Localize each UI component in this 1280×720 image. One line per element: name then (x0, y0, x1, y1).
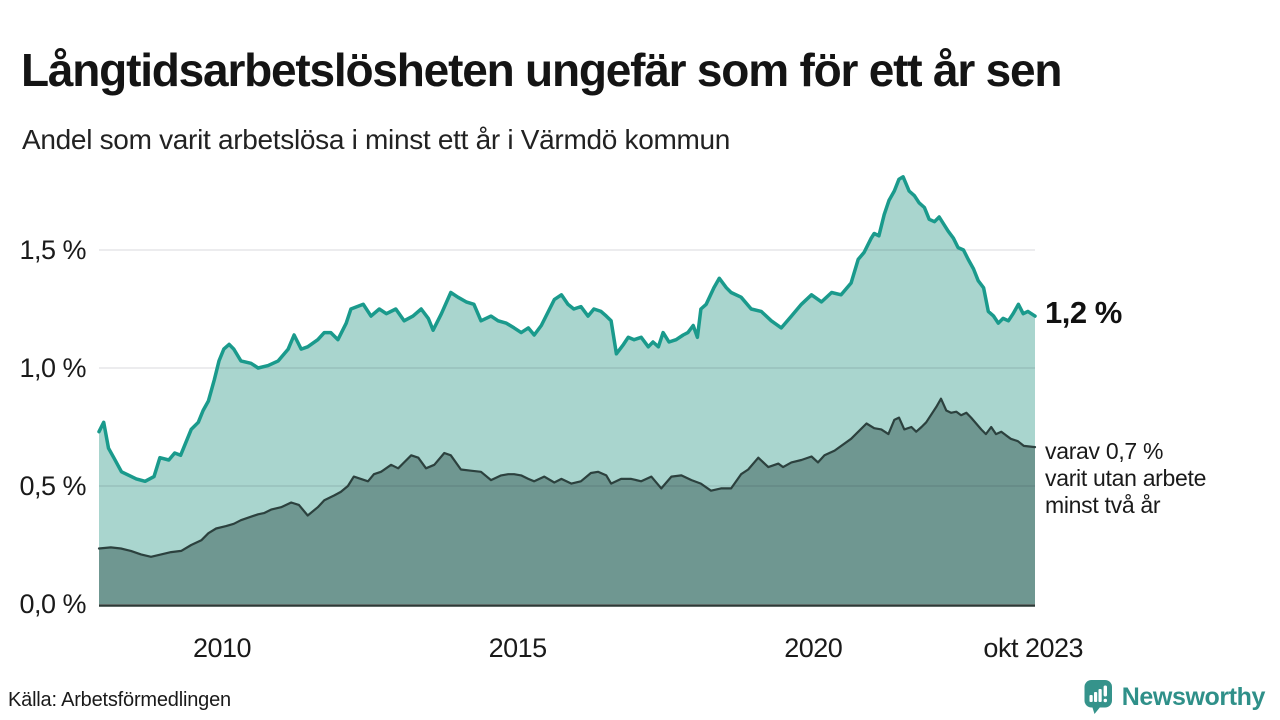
x-axis-tick-2020: 2020 (784, 633, 843, 663)
newsworthy-logo[interactable]: Newsworthy (1084, 678, 1265, 716)
y-axis-tick-1-5: 1,5 % (19, 235, 86, 265)
y-axis-tick-1-0: 1,0 % (19, 353, 86, 383)
y-axis-tick-0-5: 0,5 % (19, 471, 86, 501)
y-axis-tick-0-0: 0,0 % (19, 589, 86, 619)
x-axis-tick-2015: 2015 (488, 633, 548, 663)
x-axis-tick-2010: 2010 (192, 633, 252, 663)
page-title: Långtidsarbetslösheten ungefär som för e… (21, 43, 1063, 96)
newsworthy-bubble-icon (1084, 680, 1112, 714)
two-year-value-label: varav 0,7 % varit utan arbete minst två … (1045, 438, 1207, 518)
x-axis-tick-okt-2023: okt 2023 (983, 633, 1084, 663)
latest-value-label: 1,2 % (1045, 295, 1122, 330)
source-attribution: Källa: Arbetsförmedlingen (8, 689, 231, 711)
page-subtitle: Andel som varit arbetslösa i minst ett å… (22, 124, 731, 155)
newsworthy-wordmark: Newsworthy (1121, 682, 1266, 711)
